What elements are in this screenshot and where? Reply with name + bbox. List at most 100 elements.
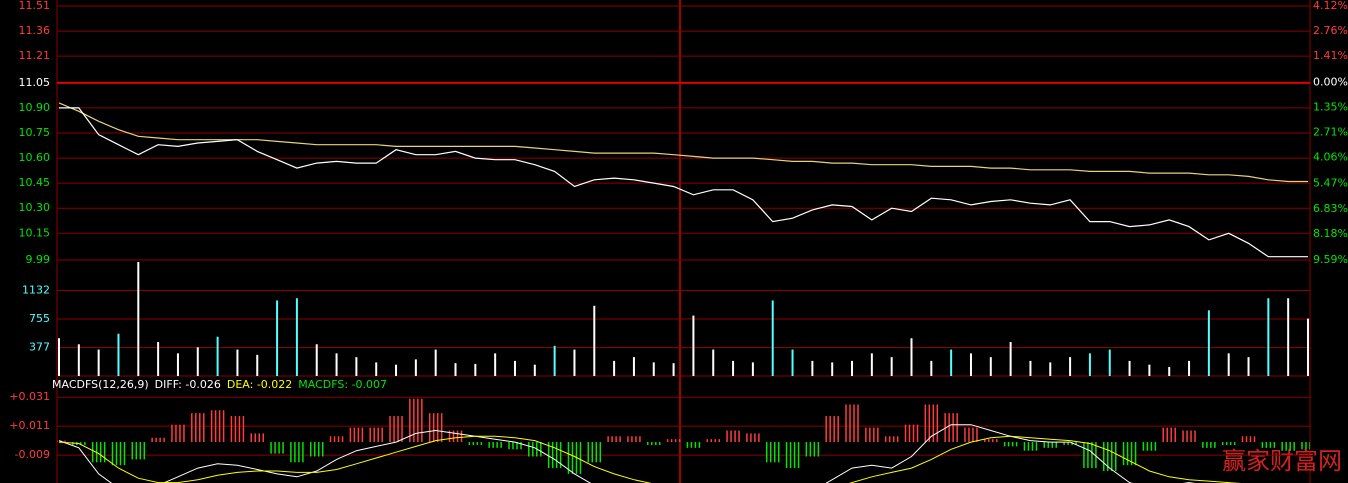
watermark: 赢家财富网 (1222, 447, 1342, 475)
y2-tick-label: 2.71% (1313, 126, 1348, 139)
volume-bar (236, 349, 239, 376)
macd-header: DEA: -0.022 (227, 378, 292, 391)
macd-line (58, 435, 1242, 483)
y2-tick-label: 0.00% (1313, 75, 1348, 88)
volume-bar (474, 363, 477, 376)
volume-bar (315, 344, 318, 376)
volume-bar (1267, 298, 1270, 376)
y-tick-label: 11.51 (19, 0, 51, 12)
macd-plot (57, 398, 1310, 483)
volume-bar (1307, 318, 1309, 376)
volume-bar (176, 353, 179, 376)
volume-bar (295, 298, 298, 376)
volume-bar (454, 363, 457, 376)
volume-bar (276, 300, 279, 376)
volume-bar (751, 362, 754, 376)
volume-bar (1088, 353, 1091, 376)
volume-bar (335, 353, 338, 376)
y-tick-label: 11.05 (19, 76, 51, 89)
volume-bar (1128, 360, 1131, 376)
volume-bar (1207, 310, 1210, 376)
volume-bar (831, 362, 834, 376)
y2-tick-label: 6.83% (1313, 202, 1348, 215)
volume-bar (890, 357, 893, 376)
y-tick-label: 10.60 (19, 151, 51, 164)
volume-bar (1148, 364, 1151, 376)
volume-bar (375, 362, 378, 376)
volume-bar (613, 360, 616, 376)
volume-bar (1069, 357, 1072, 376)
volume-bar (870, 353, 873, 376)
y-tick-label: 10.15 (19, 226, 51, 239)
volume-bar (414, 359, 417, 376)
volume-bar (910, 338, 913, 376)
volume-bar (732, 360, 735, 376)
volume-bar (196, 347, 199, 376)
volume-bar (989, 357, 992, 376)
y-tick-label: 11.21 (19, 49, 51, 62)
volume-bar (434, 349, 437, 376)
macd-line (58, 424, 1196, 483)
volume-bar (930, 360, 933, 376)
volume-bar (652, 362, 655, 376)
volume-bar (1029, 360, 1032, 376)
y-tick-label: +0.011 (9, 419, 50, 432)
volume-bar (1287, 298, 1290, 376)
volume-bar (216, 336, 219, 376)
price-line (58, 102, 1308, 183)
y-tick-label: 10.45 (19, 176, 51, 189)
volume-bar (672, 363, 675, 376)
volume-bar (494, 353, 497, 376)
volume-bar (811, 360, 814, 376)
volume-bar (553, 345, 556, 376)
volume-bar (513, 360, 516, 376)
volume-bar (950, 349, 953, 376)
volume-bar (573, 349, 576, 376)
y-tick-label: 755 (29, 312, 50, 325)
volume-bar (1108, 349, 1111, 376)
volume-bar (851, 360, 854, 376)
volume-bar (97, 349, 100, 376)
volume-bar (157, 342, 160, 376)
volume-bar (632, 357, 635, 376)
volume-bar (533, 364, 536, 376)
y-tick-label: +0.031 (9, 390, 50, 403)
volume-bar (1227, 353, 1230, 376)
y-tick-label: 1132 (22, 284, 50, 297)
volume-bar (395, 364, 398, 376)
volume-bar (1188, 360, 1191, 376)
volume-bar (969, 353, 972, 376)
volume-bar (712, 349, 715, 376)
volume-bar (1009, 342, 1012, 376)
y2-tick-label: 5.47% (1313, 177, 1348, 190)
y2-tick-label: 1.35% (1313, 100, 1348, 113)
volume-bar (58, 338, 60, 376)
y-tick-label: 377 (29, 341, 50, 354)
macd-header: DIFF: -0.026 (155, 378, 221, 391)
volume-bar (117, 333, 120, 376)
volume-bar (692, 315, 695, 376)
y-tick-label: 10.75 (19, 126, 51, 139)
volume-bar (593, 305, 596, 376)
y-tick-label: 11.36 (19, 24, 51, 37)
volume-bar (77, 344, 80, 376)
volume-bar (355, 357, 358, 376)
price-line (59, 107, 1308, 258)
volume-bar (1168, 366, 1171, 376)
y2-tick-label: 4.12% (1313, 0, 1348, 12)
volume-bar (771, 300, 774, 376)
volume-bar (256, 354, 259, 376)
volume-bar (791, 349, 794, 376)
macd-header: MACDFS: -0.007 (298, 378, 387, 391)
y-tick-label: 9.99 (26, 253, 51, 266)
y-tick-label: -0.009 (15, 448, 50, 461)
volume-bar (1247, 357, 1250, 376)
y2-tick-label: 2.76% (1313, 24, 1348, 37)
macd-header: MACDFS(12,26,9) (52, 378, 149, 391)
y2-tick-label: 4.06% (1313, 151, 1348, 164)
y2-tick-label: 8.18% (1313, 227, 1348, 240)
y-tick-label: 10.90 (19, 101, 51, 114)
y2-tick-label: 1.41% (1313, 49, 1348, 62)
